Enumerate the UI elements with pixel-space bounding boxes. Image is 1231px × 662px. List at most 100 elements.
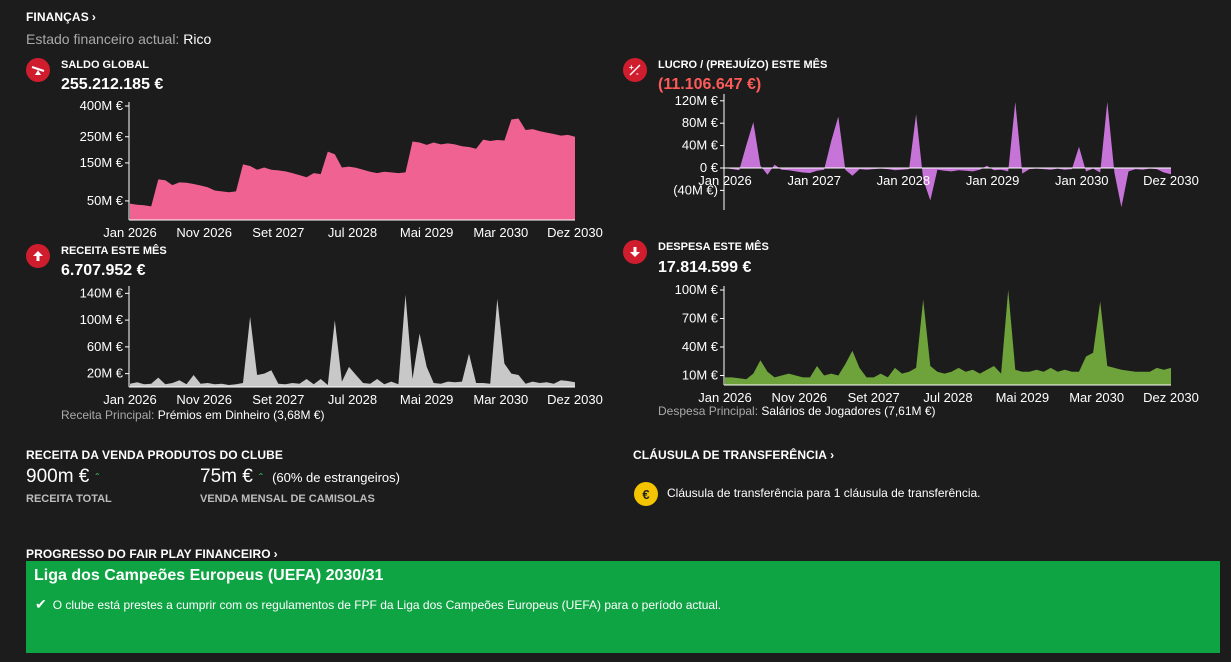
x-tick-label: Mai 2029 [400, 392, 453, 406]
chevron-right-icon: › [273, 547, 278, 561]
profit-chart: (40M €) 0 € 40M € 80M € 120M € Jan 2026 Jan 20… [673, 94, 1199, 210]
y-tick-label: 20M € [87, 366, 124, 381]
y-tick-label: 10M € [682, 368, 719, 383]
x-tick-label: Set 2027 [252, 225, 304, 240]
revenue-area-series [130, 294, 575, 387]
x-tick-label: Jan 2026 [698, 390, 752, 402]
x-tick-label: Nov 2026 [176, 392, 232, 406]
transfer-clause-text: Cláusula de transferência para 1 cláusul… [667, 486, 981, 500]
financial-status-label: Estado financeiro actual: [26, 31, 180, 47]
expense-main: Despesa Principal: Salários de Jogadores… [658, 404, 936, 418]
ffp-message-row: ✔ O clube está prestes a cumprir com os … [35, 596, 721, 613]
y-tick-label: 0 € [700, 160, 719, 175]
x-tick-label: Set 2027 [252, 392, 304, 406]
ffp-link[interactable]: PROGRESSO DO FAIR PLAY FINANCEIRO › [26, 547, 278, 561]
y-tick-label: 80M € [682, 115, 719, 130]
revenue-chart: 20M € 60M € 100M € 140M € Jan 2026 Nov 2026 Se… [80, 286, 603, 406]
transfer-clause-title: CLÁUSULA DE TRANSFERÊNCIA [633, 448, 828, 462]
y-tick-label: 40M € [682, 138, 719, 153]
revenue-main-value: Prémios em Dinheiro (3,68M €) [157, 408, 325, 422]
y-tick-label: 120M € [675, 94, 719, 108]
x-tick-label: Jan 2026 [103, 392, 157, 406]
svg-text:+: + [629, 63, 634, 72]
shirt-sales-value: 75m € [200, 466, 253, 487]
y-tick-label: 70M € [682, 311, 719, 326]
trend-up-icon: ˆ [258, 471, 263, 485]
revenue-main-label: Receita Principal: [61, 408, 155, 422]
profit-area-series [725, 101, 1171, 208]
balance-chart: 50M € 150M € 250M € 400M € Jan 2026 Nov 2026 S… [80, 100, 603, 240]
x-tick-label: Mar 2030 [473, 392, 528, 406]
balance-area-series [130, 118, 575, 220]
x-tick-label: Nov 2026 [176, 225, 232, 240]
y-tick-label: 60M € [87, 339, 124, 354]
club-products-title: RECEITA DA VENDA PRODUTOS DO CLUBE [26, 448, 283, 462]
expense-area-series [725, 290, 1171, 385]
shirt-sales: 75m € ˆ (60% de estrangeiros) [200, 466, 400, 488]
profit-value: (11.106.647 €) [658, 76, 762, 93]
y-tick-label: 50M € [87, 193, 124, 208]
x-tick-label: Dez 2030 [547, 225, 603, 240]
x-tick-label: Set 2027 [848, 390, 900, 402]
x-tick-label: Jan 2029 [966, 173, 1020, 188]
expense-down-icon [623, 240, 647, 264]
expense-main-value: Salários de Jogadores (7,61M €) [761, 404, 936, 418]
financial-status-value: Rico [183, 31, 212, 47]
total-revenue-label: RECEITA TOTAL [26, 493, 112, 505]
y-tick-label: 150M € [80, 155, 124, 170]
expense-title: DESPESA ESTE MÊS [658, 241, 769, 253]
total-revenue: 900m € ˆ [26, 466, 99, 488]
checkmark-icon: ✔ [35, 596, 47, 612]
y-tick-label: 100M € [80, 312, 124, 327]
x-tick-label: Jan 2026 [103, 225, 157, 240]
finances-title: FINANÇAS [26, 10, 89, 24]
shirt-sales-note: (60% de estrangeiros) [272, 470, 400, 485]
revenue-main: Receita Principal: Prémios em Dinheiro (… [61, 408, 324, 422]
revenue-value: 6.707.952 € [61, 262, 146, 279]
revenue-up-icon [26, 244, 50, 268]
x-tick-label: Dez 2030 [547, 392, 603, 406]
x-tick-label: Jan 2026 [698, 173, 752, 188]
ffp-status-panel: Liga dos Campeões Europeus (UEFA) 2030/3… [26, 561, 1220, 653]
y-tick-label: 40M € [682, 339, 719, 354]
finances-link[interactable]: FINANÇAS › [26, 10, 96, 24]
x-tick-label: Dez 2030 [1143, 173, 1199, 188]
x-tick-label: Jul 2028 [328, 225, 377, 240]
profit-title: LUCRO / (PREJUÍZO) ESTE MÊS [658, 59, 828, 71]
x-tick-label: Jul 2028 [328, 392, 377, 406]
balance-value: 255.212.185 € [61, 76, 164, 93]
y-tick-label: 400M € [80, 100, 124, 113]
ffp-competition: Liga dos Campeões Europeus (UEFA) 2030/3… [34, 567, 384, 584]
expense-value: 17.814.599 € [658, 259, 752, 276]
chevron-right-icon: › [830, 448, 835, 462]
y-tick-label: 100M € [675, 282, 719, 297]
x-tick-label: Nov 2026 [772, 390, 828, 402]
x-tick-label: Mai 2029 [400, 225, 453, 240]
balance-title: SALDO GLOBAL [61, 59, 149, 71]
svg-text:-: - [636, 69, 639, 77]
profit-loss-icon: + - [623, 58, 647, 82]
expense-main-label: Despesa Principal: [658, 404, 759, 418]
ffp-message: O clube está prestes a cumprir com os re… [52, 597, 722, 612]
revenue-title: RECEITA ESTE MÊS [61, 245, 167, 257]
x-tick-label: Dez 2030 [1143, 390, 1199, 402]
euro-coin-icon: € [634, 482, 658, 506]
balance-icon [26, 58, 50, 82]
financial-status: Estado financeiro actual: Rico [26, 31, 211, 47]
transfer-clause-link[interactable]: CLÁUSULA DE TRANSFERÊNCIA › [633, 448, 834, 462]
y-tick-label: 140M € [80, 286, 124, 300]
x-tick-label: Jul 2028 [923, 390, 972, 402]
expense-chart: 10M € 40M € 70M € 100M € Jan 2026 Nov 2026 Set… [675, 282, 1199, 402]
ffp-title: PROGRESSO DO FAIR PLAY FINANCEIRO [26, 547, 271, 561]
x-tick-label: Mai 2029 [996, 390, 1049, 402]
y-tick-label: (40M €) [673, 182, 718, 197]
chevron-right-icon: › [91, 10, 96, 24]
y-tick-label: 250M € [80, 129, 124, 144]
total-revenue-value: 900m € [26, 466, 90, 487]
x-tick-label: Jan 2030 [1055, 173, 1109, 188]
x-tick-label: Jan 2028 [877, 173, 931, 188]
x-tick-label: Mar 2030 [473, 225, 528, 240]
shirt-sales-label: VENDA MENSAL DE CAMISOLAS [200, 493, 375, 505]
x-tick-label: Jan 2027 [787, 173, 841, 188]
trend-up-icon: ˆ [95, 471, 100, 485]
